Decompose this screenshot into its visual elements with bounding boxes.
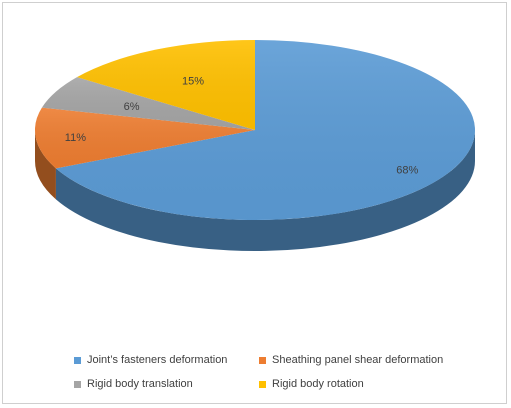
pie-side-joints-fasteners: [55, 130, 475, 251]
legend-swatch: [259, 380, 266, 388]
legend: Joint’s fasteners deformation Sheathing …: [74, 354, 474, 396]
legend-item-sheathing-panel: Sheathing panel shear deformation: [259, 354, 443, 366]
pie-side-sheathing-panel: [35, 130, 56, 200]
legend-swatch: [74, 356, 81, 364]
legend-item-rigid-rotation: Rigid body rotation: [259, 378, 364, 390]
pie-slice-shade: [34, 107, 255, 169]
legend-swatch: [74, 380, 81, 388]
legend-label: Rigid body translation: [87, 378, 193, 390]
data-label-joints-fasteners: 68%: [396, 165, 418, 177]
pie-slice-shade: [55, 40, 475, 220]
data-label-sheathing-panel: 11%: [65, 132, 86, 144]
pie-slice-shade: [41, 77, 255, 130]
legend-label: Joint’s fasteners deformation: [87, 354, 228, 366]
legend-label: Rigid body rotation: [272, 378, 364, 390]
legend-item-rigid-translation: Rigid body translation: [74, 378, 193, 390]
legend-label: Sheathing panel shear deformation: [272, 354, 444, 366]
pie-slice-shade: [77, 40, 255, 130]
data-label-rigid-translation: 6%: [124, 101, 140, 113]
legend-item-joints-fasteners: Joint’s fasteners deformation: [74, 354, 227, 366]
data-label-rigid-rotation: 15%: [182, 75, 204, 87]
legend-swatch: [259, 356, 266, 364]
